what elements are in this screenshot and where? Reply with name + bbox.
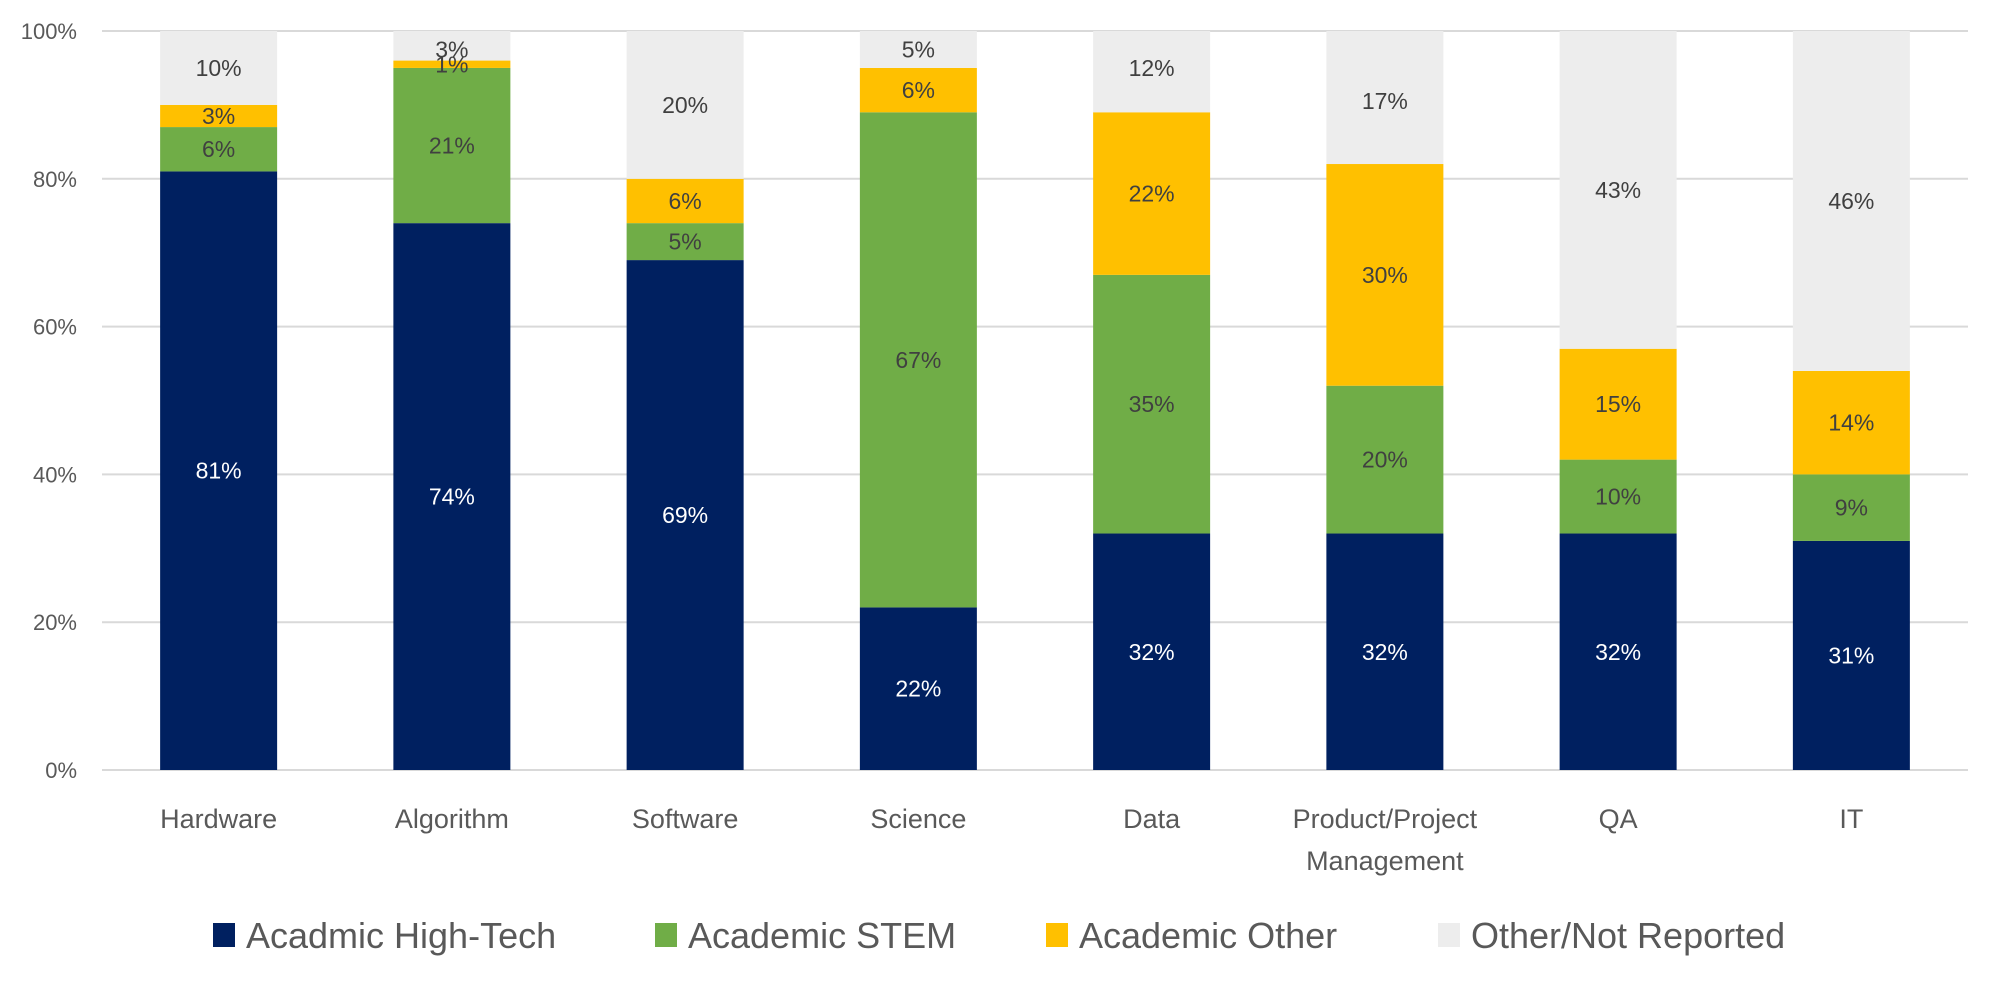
bar-segment-acadmic-high-tech <box>1093 533 1211 770</box>
legend-label: Other/Not Reported <box>1471 915 1785 956</box>
legend-item: Academic STEM <box>655 915 956 956</box>
bar-segment-acadmic-high-tech <box>626 260 744 770</box>
bar-segment-other-not-reported <box>1093 31 1211 113</box>
bar-segment-academic-stem <box>1792 474 1910 541</box>
data-label: 10% <box>196 55 242 81</box>
bar-segment-acadmic-high-tech <box>1559 533 1677 770</box>
y-tick-label: 40% <box>33 462 77 487</box>
data-label: 21% <box>429 133 475 159</box>
legend-label: Academic STEM <box>688 915 956 956</box>
data-label: 31% <box>1828 642 1874 668</box>
data-label: 14% <box>1828 410 1874 436</box>
bar-segment-other-not-reported <box>160 31 278 105</box>
data-label: 15% <box>1595 391 1641 417</box>
data-label: 5% <box>902 36 935 62</box>
data-label: 12% <box>1129 55 1175 81</box>
x-axis-labels: Hardware Algorithm Software Science Data Prod… <box>160 804 1863 876</box>
y-tick-label: 0% <box>45 758 77 783</box>
x-tick-label: IT <box>1839 804 1863 834</box>
data-label: 20% <box>662 92 708 118</box>
y-tick-label: 100% <box>21 19 77 44</box>
bar-segment-acadmic-high-tech <box>859 607 977 770</box>
legend-item: Academic Other <box>1046 915 1337 956</box>
data-label: 32% <box>1362 639 1408 665</box>
bar-segment-acadmic-high-tech <box>1326 533 1444 770</box>
data-label: 3% <box>435 36 468 62</box>
y-tick-label: 80% <box>33 167 77 192</box>
bar-segment-academic-stem <box>1093 274 1211 534</box>
data-label: 67% <box>895 347 941 373</box>
data-label: 20% <box>1362 447 1408 473</box>
legend-label: Academic Other <box>1079 915 1337 956</box>
bar-segment-academic-other <box>1093 112 1211 275</box>
bar-segment-academic-stem <box>1559 459 1677 534</box>
data-label: 6% <box>902 77 935 103</box>
bar-segment-other-not-reported <box>1559 31 1677 349</box>
data-label: 1% <box>435 51 468 77</box>
data-label: 43% <box>1595 177 1641 203</box>
y-axis-ticks: 0% 20% 40% 60% 80% 100% <box>21 19 77 783</box>
legend-item: Other/Not Reported <box>1438 915 1785 956</box>
bar-segment-other-not-reported <box>626 31 744 179</box>
bar-segment-acadmic-high-tech <box>160 171 278 770</box>
bar-segment-academic-stem <box>393 67 511 224</box>
legend-swatch <box>1438 923 1460 947</box>
y-tick-label: 60% <box>33 315 77 340</box>
x-tick-label: Data <box>1123 804 1181 834</box>
bar-segment-academic-stem <box>859 112 977 608</box>
legend-swatch <box>213 923 235 947</box>
bar-segment-other-not-reported <box>1326 31 1444 165</box>
bar-segment-academic-stem <box>160 127 278 172</box>
data-label: 32% <box>1129 639 1175 665</box>
legend-swatch <box>655 923 677 947</box>
legend-label: Acadmic High-Tech <box>246 915 556 956</box>
data-labels: 81%6%3%10%74%21%1%3%69%5%6%20%22%67%6%5%… <box>196 36 1875 701</box>
data-label: 5% <box>669 229 702 255</box>
bars <box>160 31 1910 770</box>
x-tick-label: Algorithm <box>395 804 509 834</box>
data-label: 30% <box>1362 262 1408 288</box>
x-tick-label: QA <box>1599 804 1638 834</box>
data-label: 32% <box>1595 639 1641 665</box>
data-label: 69% <box>662 502 708 528</box>
data-label: 35% <box>1129 391 1175 417</box>
x-tick-label: Management <box>1306 846 1464 876</box>
bar-segment-other-not-reported <box>393 31 511 61</box>
y-tick-label: 20% <box>33 610 77 635</box>
legend-swatch <box>1046 923 1068 947</box>
data-label: 22% <box>895 676 941 702</box>
data-label: 17% <box>1362 88 1408 114</box>
data-label: 22% <box>1129 181 1175 207</box>
data-label: 81% <box>196 458 242 484</box>
bar-segment-other-not-reported <box>859 31 977 68</box>
data-label: 6% <box>202 136 235 162</box>
bar-segment-academic-stem <box>626 223 744 261</box>
data-label: 6% <box>669 188 702 214</box>
bar-segment-academic-other <box>1792 370 1910 475</box>
data-label: 9% <box>1835 495 1868 521</box>
x-tick-label: Product/Project <box>1293 804 1478 834</box>
data-label: 46% <box>1828 188 1874 214</box>
legend-item: Acadmic High-Tech <box>213 915 556 956</box>
gridlines <box>102 30 1968 771</box>
data-label: 3% <box>202 103 235 129</box>
x-tick-label: Hardware <box>160 804 277 834</box>
x-tick-label: Software <box>632 804 739 834</box>
bar-segment-acadmic-high-tech <box>1792 540 1910 770</box>
bar-segment-academic-other <box>1559 348 1677 460</box>
legend: Acadmic High-Tech Academic STEM Academic O… <box>213 915 1785 956</box>
data-label: 10% <box>1595 484 1641 510</box>
bar-segment-academic-other <box>160 104 278 128</box>
data-label: 74% <box>429 484 475 510</box>
bar-segment-academic-other <box>859 67 977 113</box>
bar-segment-academic-stem <box>1326 385 1444 534</box>
bar-segment-academic-other <box>393 60 511 68</box>
bar-segment-acadmic-high-tech <box>393 223 511 770</box>
bar-segment-academic-other <box>1326 164 1444 386</box>
bar-segment-other-not-reported <box>1792 31 1910 371</box>
bar-segment-academic-other <box>626 178 744 224</box>
x-tick-label: Science <box>870 804 966 834</box>
